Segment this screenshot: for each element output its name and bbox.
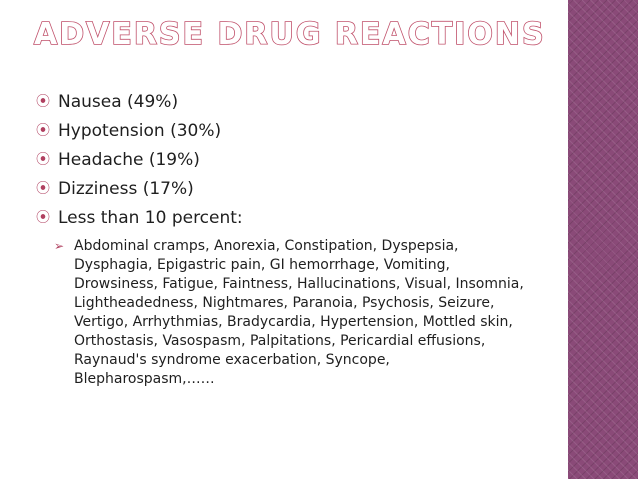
target-bullet-icon: ⦿ — [36, 152, 50, 168]
bullet-item: ⦿ Less than 10 percent: — [36, 208, 556, 228]
target-bullet-icon: ⦿ — [36, 181, 50, 197]
bullet-text: Dizziness (17%) — [58, 179, 194, 199]
slide-content: ⦿ Nausea (49%) ⦿ Hypotension (30%) ⦿ Hea… — [36, 92, 556, 389]
arrowhead-bullet-icon: ➢ — [54, 239, 65, 253]
target-bullet-icon: ⦿ — [36, 123, 50, 139]
slide-title: ADVERSE DRUG REACTIONS — [33, 17, 546, 52]
bullet-item: ⦿ Hypotension (30%) — [36, 121, 556, 141]
bullet-text: Headache (19%) — [58, 150, 200, 170]
sub-bullet-text: Abdominal cramps, Anorexia, Constipation… — [74, 238, 524, 387]
bullet-text: Hypotension (30%) — [58, 121, 222, 141]
target-bullet-icon: ⦿ — [36, 210, 50, 226]
bullet-item: ⦿ Dizziness (17%) — [36, 179, 556, 199]
bullet-item: ⦿ Headache (19%) — [36, 150, 556, 170]
bullet-item: ⦿ Nausea (49%) — [36, 92, 556, 112]
bullet-text: Nausea (49%) — [58, 92, 179, 112]
sub-bullet-item: ➢ Abdominal cramps, Anorexia, Constipati… — [54, 237, 556, 389]
bullet-text: Less than 10 percent: — [58, 208, 243, 228]
bullet-list: ⦿ Nausea (49%) ⦿ Hypotension (30%) ⦿ Hea… — [36, 92, 556, 228]
target-bullet-icon: ⦿ — [36, 94, 50, 110]
decorative-side-band — [568, 0, 638, 479]
